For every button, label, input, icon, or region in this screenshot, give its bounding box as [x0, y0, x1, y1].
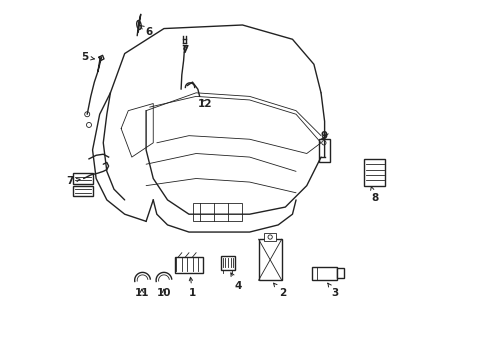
Text: 7: 7 [66, 176, 80, 186]
Text: 5: 5 [81, 52, 94, 62]
Text: 2: 2 [273, 283, 286, 298]
Ellipse shape [136, 21, 141, 29]
Bar [312, 267, 336, 280]
Text: 12: 12 [197, 99, 212, 109]
Text: 7: 7 [182, 45, 189, 55]
Text: 10: 10 [156, 288, 171, 298]
Bar [258, 239, 281, 280]
Bar [363, 159, 384, 186]
Text: 6: 6 [140, 25, 152, 37]
Text: 9: 9 [319, 131, 327, 141]
Text: 8: 8 [370, 187, 378, 203]
Bar [174, 257, 203, 273]
Text: 11: 11 [134, 288, 149, 298]
Bar [73, 173, 92, 184]
Bar [263, 233, 276, 241]
Text: 3: 3 [327, 283, 338, 298]
Bar [336, 268, 343, 278]
Bar [192, 203, 242, 221]
Bar [221, 256, 234, 270]
Text: 1: 1 [188, 277, 196, 298]
Bar [73, 186, 92, 196]
Bar [318, 139, 329, 162]
Text: 4: 4 [230, 273, 242, 291]
